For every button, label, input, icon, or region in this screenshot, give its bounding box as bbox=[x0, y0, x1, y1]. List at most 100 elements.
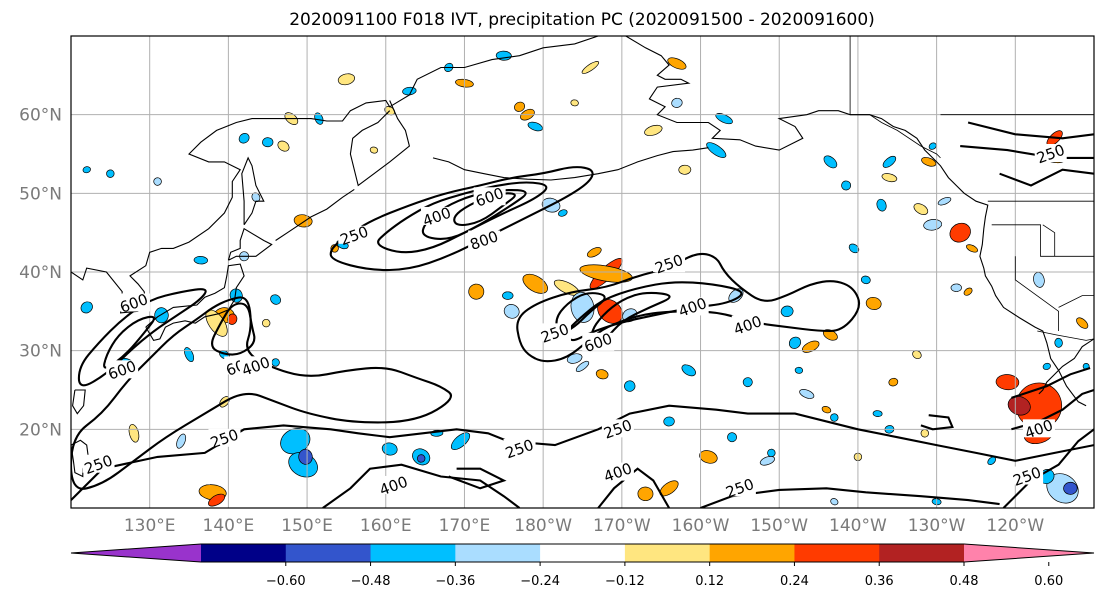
precip-anomaly-cell bbox=[262, 318, 271, 328]
precip-anomaly-cell bbox=[337, 73, 356, 86]
coastline bbox=[432, 147, 709, 181]
colorbar-tick-label: −0.48 bbox=[351, 574, 391, 589]
colorbar-segment bbox=[879, 544, 965, 562]
precip-anomaly-cell bbox=[468, 283, 485, 300]
colorbar-tick-label: −0.12 bbox=[605, 574, 645, 589]
longitude-label: 130°E bbox=[124, 516, 176, 536]
political-border bbox=[991, 224, 1094, 257]
precip-anomaly-cell bbox=[681, 364, 696, 377]
precip-anomaly-cell bbox=[193, 256, 209, 265]
colorbar-tick-label: −0.24 bbox=[520, 574, 560, 589]
precip-anomaly-cell bbox=[1063, 481, 1078, 495]
latitude-label: 60°N bbox=[19, 106, 62, 126]
precip-anomaly-cell bbox=[570, 99, 579, 107]
precip-anomaly-cell bbox=[227, 313, 238, 325]
ivt-contour-line bbox=[322, 463, 521, 508]
precip-anomaly-cell bbox=[841, 180, 852, 191]
precip-anomaly-cell bbox=[678, 164, 692, 175]
precip-anomaly-cell bbox=[595, 369, 609, 380]
precip-anomaly-cell bbox=[881, 173, 898, 183]
longitude-label: 170°W bbox=[593, 516, 651, 536]
contour-label-halo bbox=[420, 206, 453, 225]
precip-anomaly-cell bbox=[417, 454, 426, 463]
precip-anomaly-cell bbox=[799, 389, 815, 399]
ivt-contour-line bbox=[960, 145, 1094, 159]
coastline bbox=[227, 227, 273, 261]
longitude-labels: 130°E 140°E 150°E 160°E 170°E 180°W 170°W 160°W… bbox=[124, 516, 1045, 536]
precip-anomaly-cell bbox=[949, 222, 971, 243]
precip-anomaly-cell bbox=[823, 155, 838, 169]
colorbar-outline bbox=[70, 543, 1095, 563]
precip-anomaly-cell bbox=[514, 101, 526, 112]
contour-label-halo bbox=[1022, 419, 1055, 438]
precip-anomaly-cell bbox=[872, 410, 883, 417]
precip-anomaly-cell bbox=[780, 305, 794, 318]
contour-label-halo bbox=[239, 356, 272, 375]
ivt-contour-line bbox=[71, 296, 452, 490]
precip-anomaly-cell bbox=[80, 301, 93, 314]
precip-anomaly-cell bbox=[154, 307, 169, 324]
precip-anomaly-cell bbox=[251, 192, 261, 203]
precip-anomaly-cell bbox=[208, 493, 226, 507]
contour-label-halo bbox=[1011, 466, 1044, 485]
colorbar-segment bbox=[540, 544, 626, 562]
ivt-contour-line bbox=[999, 168, 1094, 187]
ivt-contour-line bbox=[597, 467, 671, 508]
contour-label-halo bbox=[723, 478, 756, 497]
coastline bbox=[145, 263, 245, 342]
longitude-label: 120°W bbox=[986, 516, 1044, 536]
precip-anomaly-cell bbox=[298, 448, 313, 465]
coastline bbox=[72, 389, 86, 415]
precip-anomaly-cell bbox=[128, 423, 140, 443]
precip-anomaly-cell bbox=[1076, 317, 1089, 329]
contour-label-halo bbox=[676, 297, 709, 316]
ivt-contour-line bbox=[967, 121, 1094, 140]
contour-label-halo bbox=[653, 254, 686, 273]
precip-anomaly-cell bbox=[402, 86, 417, 96]
colorbar-tick-label: 0.12 bbox=[695, 574, 724, 589]
precip-anomaly-cell bbox=[913, 203, 929, 215]
precip-anomaly-cell bbox=[262, 137, 274, 148]
precip-anomaly-cell bbox=[238, 133, 250, 144]
precip-anomaly-cell bbox=[928, 142, 937, 150]
precip-anomaly-cell bbox=[888, 377, 899, 387]
contour-label-halo bbox=[82, 454, 115, 473]
political-border bbox=[850, 114, 941, 159]
contour-label-halo bbox=[503, 439, 536, 457]
precip-anomaly-cell bbox=[205, 309, 228, 337]
precip-anomaly-cell bbox=[995, 374, 1020, 391]
longitude-label: 160°W bbox=[672, 516, 730, 536]
precip-anomaly-cell bbox=[271, 358, 280, 367]
precip-anomaly-cell bbox=[277, 140, 290, 152]
ivt-contour-line bbox=[211, 302, 256, 356]
precip-anomaly-cell bbox=[727, 432, 737, 443]
precip-anomaly-cell bbox=[153, 177, 162, 186]
map-area: 2504008006002504004002506006006004002502… bbox=[71, 36, 1094, 508]
precip-anomaly-cell bbox=[586, 247, 602, 258]
colorbar-extend-high bbox=[964, 544, 1094, 562]
political-border bbox=[1037, 330, 1094, 341]
contour-label-halo bbox=[601, 462, 634, 481]
precip-anomaly-cell bbox=[176, 433, 187, 449]
precip-anomaly-cell bbox=[82, 166, 91, 174]
contour-label-halo bbox=[338, 225, 371, 244]
precip-anomaly-cell bbox=[821, 406, 832, 414]
precip-anomaly-cell bbox=[522, 273, 548, 294]
precip-anomaly-cell bbox=[663, 416, 675, 427]
precip-anomaly-cell bbox=[1054, 337, 1063, 348]
map-title: 2020091100 F018 IVT, precipitation PC (2… bbox=[289, 10, 875, 30]
contour-label-halo bbox=[538, 323, 571, 342]
colorbar-segment bbox=[201, 544, 287, 562]
precip-anomaly-cell bbox=[794, 366, 804, 374]
ivt-contour-line bbox=[1011, 366, 1091, 399]
precip-anomaly-cell bbox=[963, 287, 973, 296]
colorbar-tick-label: −0.36 bbox=[435, 574, 475, 589]
precip-anomaly-cell bbox=[558, 209, 568, 217]
precip-anomaly-cell bbox=[923, 219, 943, 231]
colorbar-tick-label: 0.24 bbox=[780, 574, 809, 589]
contour-label-halo bbox=[468, 230, 501, 249]
contour-label-halo bbox=[106, 360, 139, 379]
ivt-contour-line bbox=[567, 281, 743, 342]
precip-anomaly-cell bbox=[921, 157, 937, 167]
